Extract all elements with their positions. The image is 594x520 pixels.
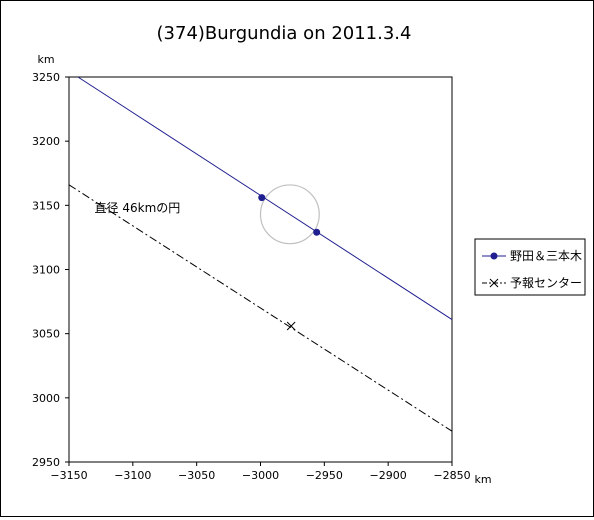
x-tick-label: −3000 [242, 469, 279, 482]
series-1-point [313, 228, 321, 236]
legend-label-2: 予報センター [510, 276, 582, 290]
x-tick-label: −2900 [370, 469, 407, 482]
circle-annotation: 直径 46kmの円 [95, 201, 181, 215]
x-tick-label: −3100 [114, 469, 151, 482]
y-axis-unit: km [37, 53, 54, 66]
series-2-point [286, 321, 296, 331]
y-tick-label: 2950 [32, 456, 60, 469]
diameter-circle [259, 184, 320, 245]
y-tick-label: 3200 [32, 135, 60, 148]
x-tick-label: −3150 [50, 469, 87, 482]
ticks-group: 2950 3000 3050 3100 3150 3200 3250 −3150 −3100 −3… [32, 71, 471, 482]
series-1-point [258, 194, 266, 202]
legend-marker-2 [489, 278, 499, 288]
legend-marker-1 [490, 252, 498, 260]
x-tick-label: −2850 [433, 469, 470, 482]
legend-label-1: 野田＆三本木 [510, 249, 582, 263]
chart-title: (374)Burgundia on 2011.3.4 [157, 23, 412, 44]
y-tick-label: 3150 [32, 199, 60, 212]
x-tick-label: −3050 [178, 469, 215, 482]
x-tick-label: −2950 [306, 469, 343, 482]
y-tick-label: 3000 [32, 392, 60, 405]
series-2-line [68, 184, 453, 432]
y-tick-label: 3100 [32, 264, 60, 277]
x-axis-unit: km [474, 473, 491, 486]
y-tick-label: 3050 [32, 328, 60, 341]
y-tick-label: 3250 [32, 71, 60, 84]
legend-box [474, 238, 586, 296]
plot-area [68, 76, 453, 463]
plot-layer [68, 76, 453, 432]
